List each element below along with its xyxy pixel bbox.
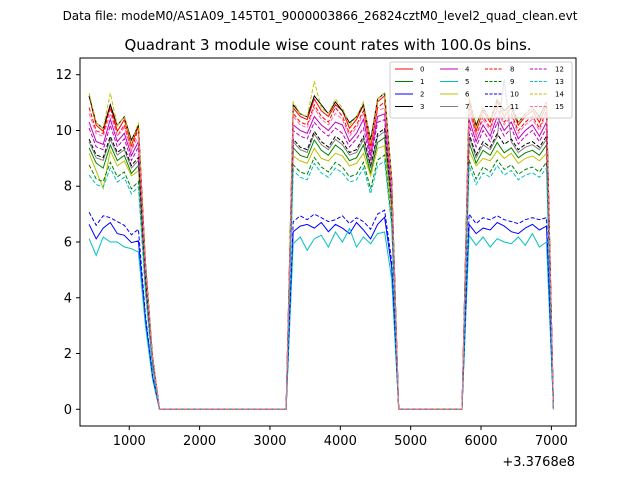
legend-label-10: 10 bbox=[510, 91, 519, 99]
legend-label-14: 14 bbox=[555, 91, 564, 99]
legend-label-13: 13 bbox=[555, 78, 564, 86]
x-tick-label: 1000 bbox=[113, 434, 146, 449]
legend-box bbox=[389, 61, 573, 119]
legend-label-12: 12 bbox=[555, 66, 564, 74]
legend-label-0: 0 bbox=[420, 66, 424, 74]
x-tick-label: 6000 bbox=[464, 434, 497, 449]
legend-label-6: 6 bbox=[465, 91, 470, 99]
x-axis: 1000 2000 3000 4000 5000 6000 7000 bbox=[113, 426, 568, 449]
y-tick-label: 10 bbox=[55, 124, 72, 139]
x-offset-label: +3.3768e8 bbox=[502, 455, 575, 470]
legend-label-1: 1 bbox=[420, 78, 424, 86]
y-axis: 0 2 4 6 8 10 12 bbox=[55, 68, 80, 418]
legend-label-5: 5 bbox=[465, 78, 469, 86]
x-tick-label: 3000 bbox=[253, 434, 286, 449]
legend-label-3: 3 bbox=[420, 103, 424, 111]
legend-label-2: 2 bbox=[420, 91, 424, 99]
figure-suptitle: Data file: modeM0/AS1A09_145T01_90000038… bbox=[63, 9, 578, 23]
series-line-15 bbox=[88, 106, 554, 410]
series-layer bbox=[88, 79, 554, 410]
x-tick-label: 4000 bbox=[324, 434, 357, 449]
legend-label-8: 8 bbox=[510, 66, 514, 74]
x-tick-label: 2000 bbox=[183, 434, 216, 449]
y-tick-label: 2 bbox=[64, 347, 72, 362]
y-tick-label: 12 bbox=[55, 68, 72, 83]
y-tick-label: 4 bbox=[64, 291, 72, 306]
chart-title: Quadrant 3 module wise count rates with … bbox=[124, 36, 531, 54]
y-tick-label: 6 bbox=[64, 236, 72, 251]
legend-label-7: 7 bbox=[465, 103, 469, 111]
legend-label-9: 9 bbox=[510, 78, 514, 86]
x-tick-label: 7000 bbox=[535, 434, 568, 449]
series-line-12 bbox=[88, 118, 554, 410]
legend-label-15: 15 bbox=[555, 103, 564, 111]
legend-label-4: 4 bbox=[465, 66, 470, 74]
x-tick-label: 5000 bbox=[394, 434, 427, 449]
y-tick-label: 0 bbox=[64, 403, 72, 418]
legend-label-11: 11 bbox=[510, 103, 519, 111]
y-tick-label: 8 bbox=[64, 180, 72, 195]
